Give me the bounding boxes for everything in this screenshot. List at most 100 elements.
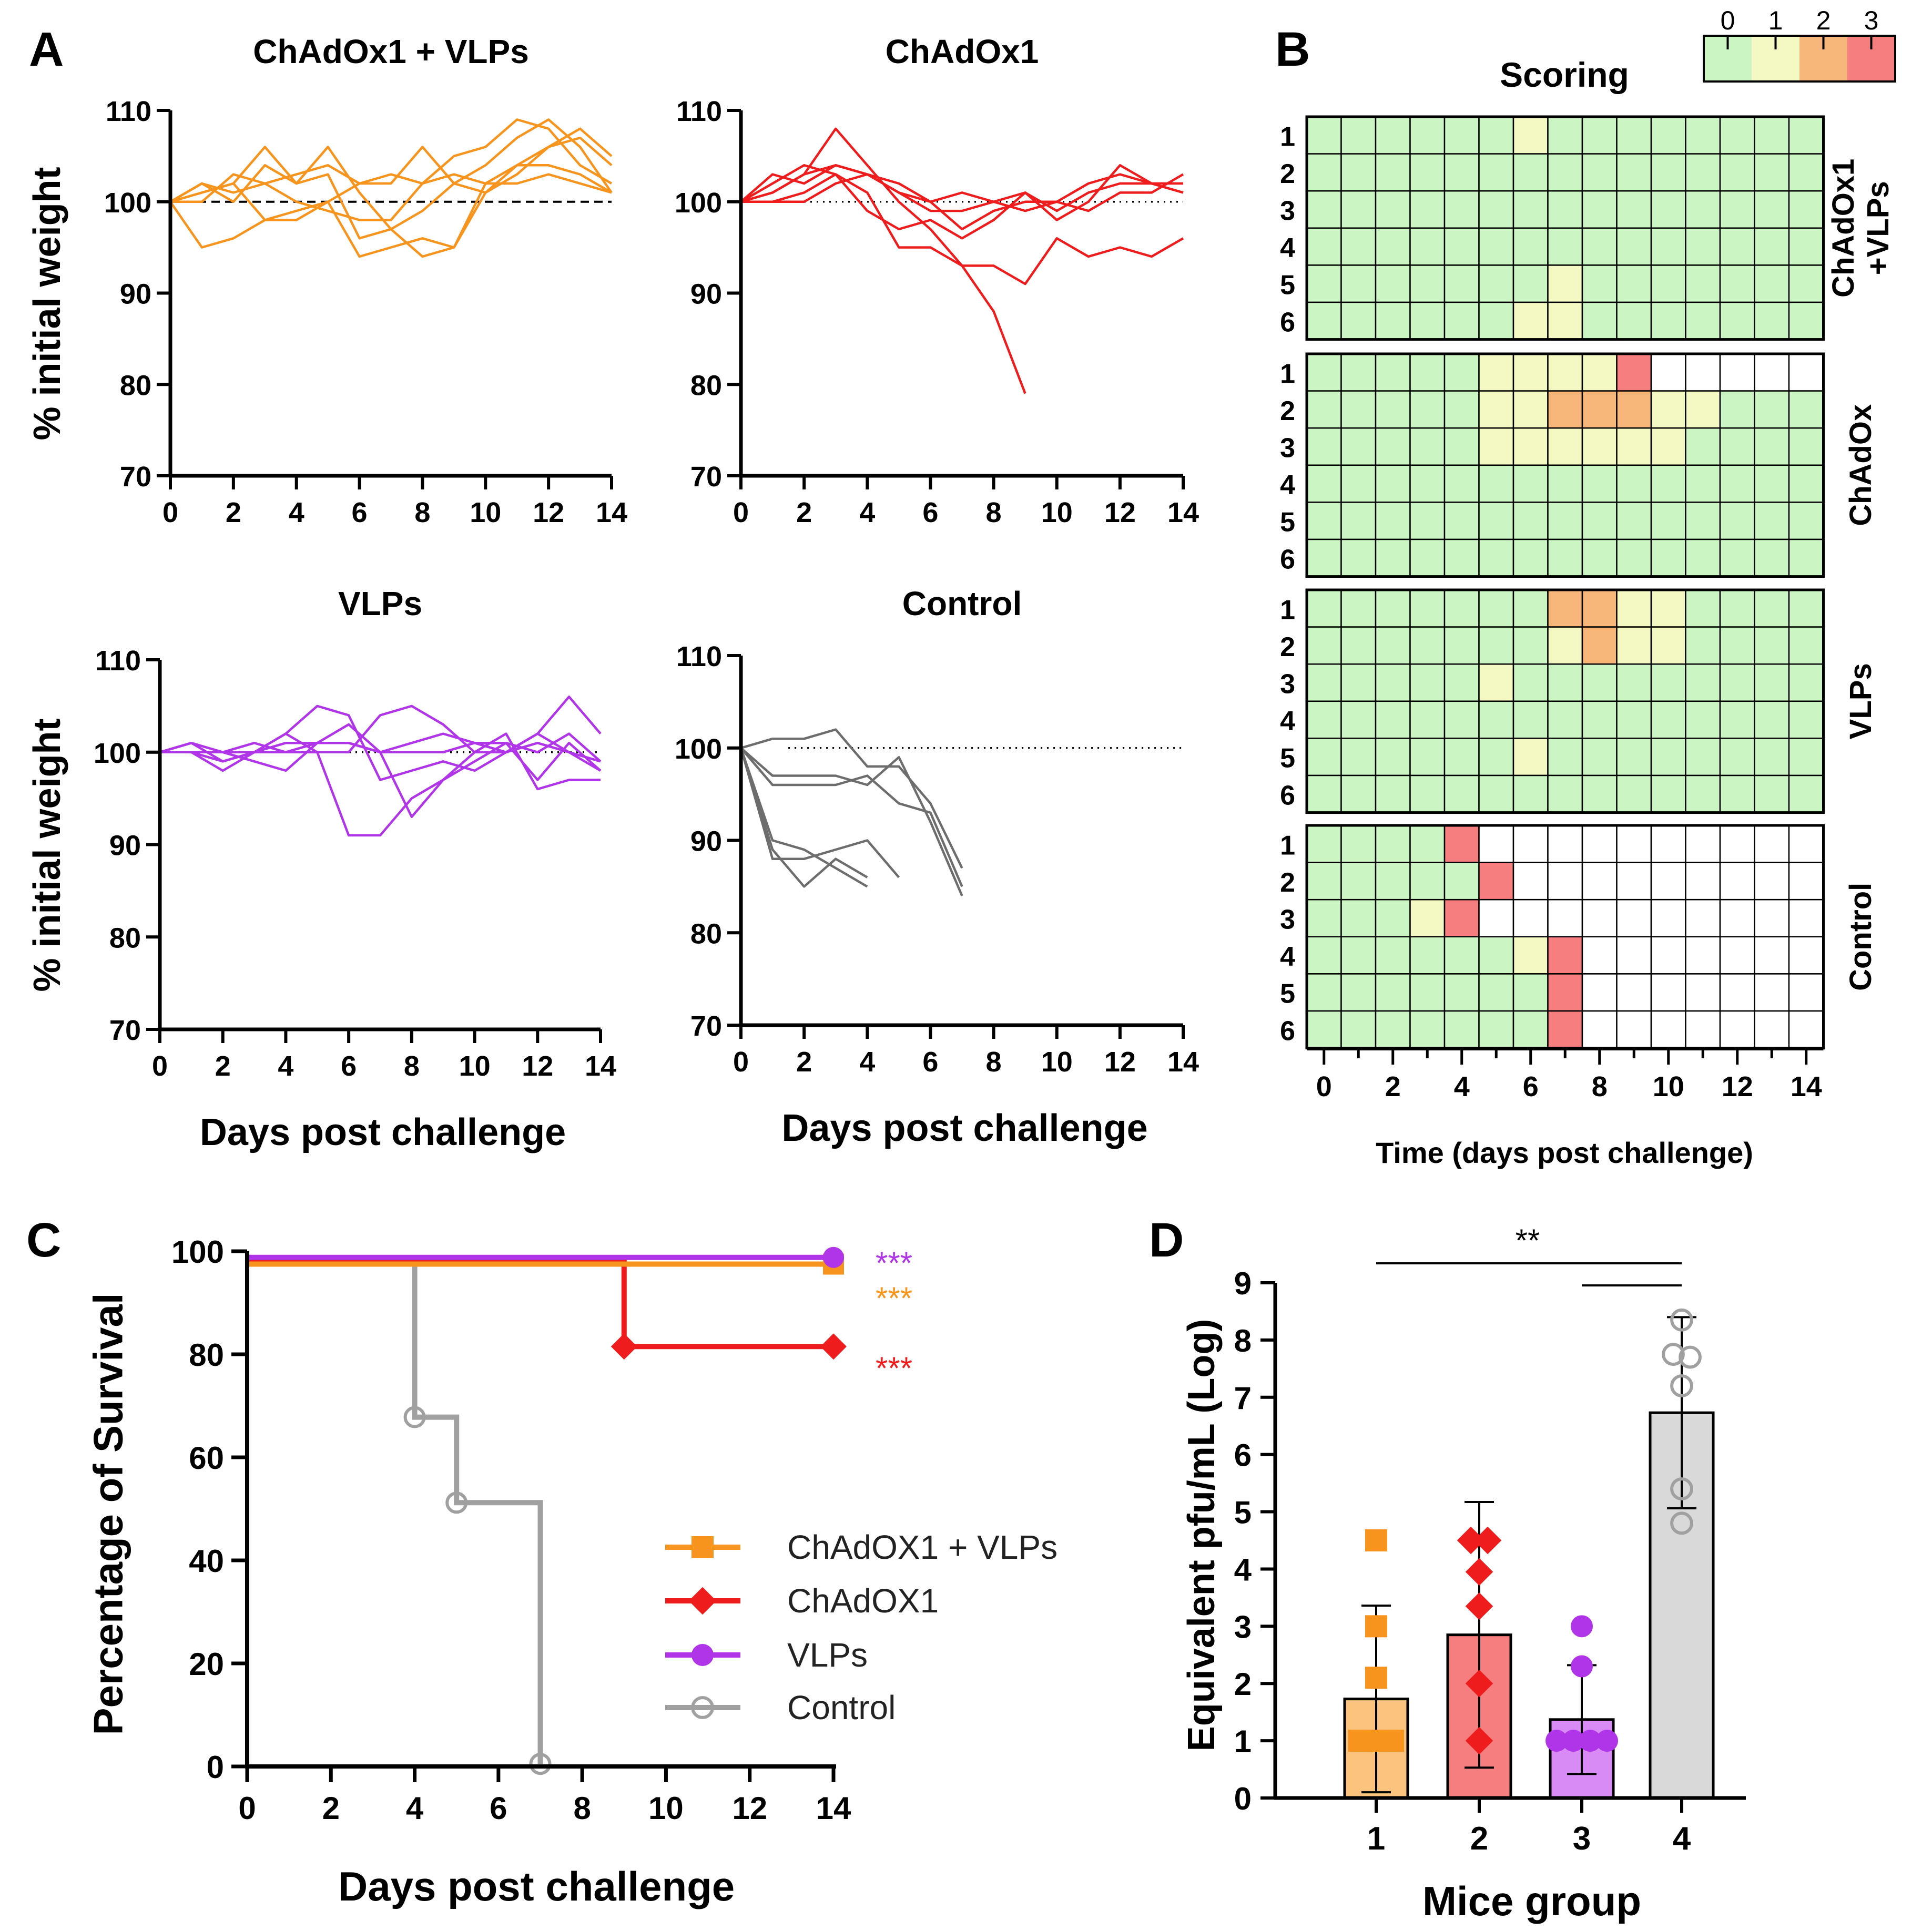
heatmap-cell	[1512, 264, 1549, 303]
legend-item: ChAdOX1 + VLPs	[665, 1528, 1057, 1566]
data-point	[1473, 1526, 1502, 1555]
survival-significance: ***	[876, 1245, 912, 1281]
heatmap-cell	[1478, 774, 1514, 813]
heatmap-cell	[1375, 301, 1411, 340]
heatmap-cell	[1547, 898, 1583, 938]
row-label: 6	[1280, 780, 1295, 811]
heatmap-cell	[1375, 774, 1411, 813]
heatmap-cell	[1409, 1010, 1446, 1049]
y-tick-label: 110	[106, 96, 151, 127]
heatmap-cell	[1719, 353, 1755, 392]
heatmap-cell	[1547, 116, 1583, 155]
heatmap-cell	[1340, 301, 1377, 340]
heatmap-cell	[1340, 502, 1377, 540]
heatmap-cell	[1581, 1010, 1618, 1049]
data-point	[1562, 1730, 1584, 1752]
heatmap-cell	[1788, 973, 1824, 1012]
heatmap-cell	[1443, 227, 1480, 266]
heatmap-cell	[1409, 663, 1446, 702]
x-tick-label: 8	[986, 497, 1002, 528]
heatmap-cell	[1719, 1010, 1755, 1049]
colorbar-tick-label: 0	[1721, 6, 1735, 35]
heatmap-cell	[1512, 738, 1549, 777]
heatmap-cell	[1340, 427, 1377, 466]
heatmap-cell	[1788, 898, 1824, 938]
x-tick-label: 8	[404, 1050, 420, 1082]
series-line-5	[170, 127, 613, 221]
heatmap-cell	[1616, 589, 1652, 628]
heatmap-cell	[1340, 862, 1377, 901]
y-tick-label: 90	[109, 830, 141, 862]
heatmap-cell	[1581, 824, 1618, 863]
y-tick-label: 6	[1234, 1438, 1252, 1473]
chart-title: ChAdOx1 + VLPs	[253, 33, 529, 70]
heatmap-cell	[1685, 390, 1721, 429]
heatmap-cell	[1478, 153, 1514, 192]
heatmap-cell	[1719, 538, 1755, 577]
x-tick-label: 4	[278, 1050, 293, 1082]
heatmap-cell	[1685, 936, 1721, 975]
heatmap-cell	[1581, 973, 1618, 1012]
y-tick-label: 80	[109, 922, 141, 954]
heatmap-cell	[1340, 353, 1377, 392]
heatmap-cell	[1478, 738, 1514, 777]
heatmap-cell	[1719, 190, 1755, 229]
heatmap-group-1: 1 2 3 4 5 6 ChAdOx1 +VLPs	[1280, 115, 1895, 341]
survival-marker	[820, 1333, 847, 1360]
heatmap-cell	[1478, 626, 1514, 665]
heatmap-cell	[1375, 502, 1411, 540]
heatmap-cell	[1340, 738, 1377, 777]
heatmap-cell	[1685, 738, 1721, 777]
heatmap-cell	[1788, 663, 1824, 702]
heatmap-cell	[1685, 116, 1721, 155]
heatmap-cell	[1719, 227, 1755, 266]
heatmap-cell	[1754, 738, 1790, 777]
row-label: 5	[1280, 270, 1295, 301]
heatmap-cell	[1788, 589, 1824, 628]
heatmap-cell	[1409, 973, 1446, 1012]
heatmap-cell	[1375, 936, 1411, 975]
heatmap-cell	[1375, 264, 1411, 303]
heatmap-cell	[1788, 301, 1824, 340]
survival-line	[247, 1259, 833, 1350]
heatmap-cell	[1719, 862, 1755, 901]
heatmap-x-tick-label: 0	[1316, 1071, 1332, 1102]
heatmap-cell	[1375, 898, 1411, 938]
x-tick-label: 6	[352, 497, 368, 528]
heatmap-group-border	[1305, 588, 1825, 814]
legend-item: Control	[665, 1689, 896, 1726]
survival-series-4	[247, 1259, 552, 1775]
heatmap-cell	[1443, 153, 1480, 192]
heatmap-cell	[1685, 538, 1721, 577]
weight-chart-3: VLPs 70 80 90 100 110 0 2 4 6 8 10 12 14 % initial wei…	[26, 585, 616, 1153]
y-tick-label: 90	[120, 279, 151, 310]
colorbar-tick-label: 2	[1816, 6, 1831, 35]
series-line-2	[739, 748, 868, 888]
y-tick-label: 100	[94, 738, 141, 769]
heatmap-cell	[1375, 353, 1411, 392]
bar-group-4	[1649, 1308, 1715, 1800]
heatmap-cell	[1512, 973, 1549, 1012]
heatmap-cell	[1306, 589, 1342, 628]
heatmap-cell	[1581, 464, 1618, 503]
heatmap-cell	[1650, 464, 1686, 503]
heatmap-cell	[1685, 301, 1721, 340]
heatmap-cell	[1754, 973, 1790, 1012]
heatmap-cell	[1581, 663, 1618, 702]
heatmap-cell	[1340, 589, 1377, 628]
heatmap-cell	[1547, 973, 1583, 1012]
heatmap-cell	[1340, 936, 1377, 975]
heatmap-cell	[1306, 936, 1342, 975]
heatmap-cell	[1685, 700, 1721, 739]
row-label: 4	[1280, 470, 1295, 500]
heatmap-cell	[1754, 824, 1790, 863]
y-tick-label: 110	[676, 96, 722, 127]
heatmap-cell	[1581, 626, 1618, 665]
heatmap-cell	[1443, 427, 1480, 466]
heatmap-cell	[1547, 738, 1583, 777]
y-tick-label: 70	[690, 1010, 722, 1042]
heatmap-cell	[1616, 301, 1652, 340]
row-label: 2	[1280, 396, 1295, 426]
legend-marker	[688, 1587, 717, 1615]
